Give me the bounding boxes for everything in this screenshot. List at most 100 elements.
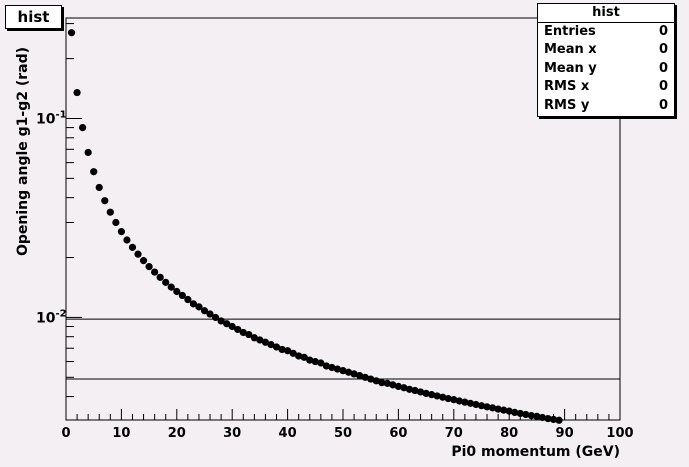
data-point — [339, 367, 347, 375]
data-point — [344, 368, 353, 376]
data-point — [333, 365, 342, 373]
data-point — [195, 303, 203, 311]
data-point — [79, 123, 87, 132]
data-point — [178, 291, 186, 300]
data-point — [472, 400, 480, 409]
data-point — [211, 313, 220, 322]
stats-label: Mean x — [544, 42, 597, 58]
data-point — [477, 402, 486, 410]
y-axis-label: Opening angle g1-g2 (rad) — [15, 47, 31, 256]
stats-value: 0 — [658, 97, 668, 113]
data-point — [206, 310, 214, 318]
data-point — [372, 377, 380, 385]
data-point — [189, 300, 198, 308]
x-tick-label: 90 — [556, 426, 574, 441]
stats-label: RMS x — [544, 79, 590, 95]
data-point — [461, 398, 469, 406]
x-tick-label: 70 — [445, 426, 463, 441]
x-tick-label: 20 — [168, 426, 186, 441]
data-point — [317, 359, 325, 367]
x-tick-label: 60 — [389, 426, 407, 441]
data-point — [228, 322, 236, 331]
stats-value: 0 — [658, 79, 668, 95]
data-point — [428, 391, 436, 399]
data-point — [416, 388, 425, 396]
data-point — [123, 236, 131, 244]
data-point — [167, 283, 175, 291]
data-point — [134, 250, 142, 258]
data-point — [356, 371, 364, 380]
data-point — [483, 403, 491, 411]
stats-title: hist — [538, 4, 674, 23]
data-point — [400, 384, 408, 392]
x-tick-label: 100 — [606, 426, 633, 441]
stats-row-entries: Entries 0 — [538, 23, 674, 41]
data-point — [516, 409, 524, 418]
data-point — [544, 414, 552, 423]
data-point — [261, 338, 270, 346]
x-axis-label: Pi0 momentum (GeV) — [451, 444, 620, 460]
x-tick-label: 80 — [500, 426, 518, 441]
y-tick-label: 10-1 — [36, 109, 67, 127]
data-point — [73, 88, 81, 97]
data-point — [361, 373, 369, 381]
stats-box: hist Entries 0 Mean x 0 Mean y 0 RMS x 0… — [537, 3, 675, 117]
data-point — [405, 385, 414, 393]
data-point — [367, 375, 375, 383]
data-point — [272, 343, 281, 351]
data-point — [101, 197, 109, 205]
histogram-title: hist — [5, 5, 62, 29]
data-point — [295, 352, 303, 360]
data-point — [151, 268, 159, 276]
data-point — [439, 393, 447, 401]
data-point — [162, 278, 170, 286]
data-point — [173, 287, 181, 296]
data-point — [306, 356, 314, 364]
data-point — [234, 325, 242, 334]
data-point — [139, 257, 148, 265]
stats-value: 0 — [658, 24, 668, 39]
data-point — [433, 392, 441, 400]
data-point — [112, 218, 120, 227]
stats-row-mean-x: Mean x 0 — [538, 41, 674, 59]
data-point — [239, 328, 247, 337]
data-point — [350, 370, 358, 378]
data-point — [494, 405, 502, 413]
data-point — [223, 320, 231, 328]
data-point — [389, 381, 397, 389]
stats-value: 0 — [658, 42, 668, 58]
x-tick-label: 10 — [112, 426, 130, 441]
data-point — [90, 168, 98, 176]
data-point — [394, 382, 402, 390]
data-point — [156, 273, 164, 281]
data-point — [95, 183, 103, 192]
data-point — [106, 208, 114, 216]
x-tick-label: 50 — [334, 426, 352, 441]
data-point — [250, 334, 258, 342]
stats-label: Entries — [544, 24, 596, 39]
data-point — [128, 243, 137, 251]
data-point — [500, 406, 508, 414]
data-point — [84, 148, 92, 157]
stats-row-rms-y: RMS y 0 — [538, 97, 674, 115]
data-point — [555, 416, 563, 424]
data-point — [300, 353, 308, 361]
data-point — [511, 408, 519, 417]
data-point — [67, 29, 76, 37]
data-point — [278, 345, 286, 354]
stats-label: RMS y — [544, 97, 590, 113]
data-point — [466, 399, 475, 407]
stats-label: Mean y — [544, 60, 597, 76]
data-point — [284, 347, 292, 355]
x-tick-label: 40 — [279, 426, 297, 441]
data-point — [378, 379, 386, 387]
data-point — [267, 341, 275, 349]
data-point — [383, 379, 391, 387]
stats-row-rms-x: RMS x 0 — [538, 78, 674, 96]
x-tick-label: 30 — [223, 426, 241, 441]
data-point — [444, 394, 452, 403]
data-point — [422, 389, 430, 397]
data-point — [117, 228, 125, 236]
data-point — [256, 336, 264, 344]
